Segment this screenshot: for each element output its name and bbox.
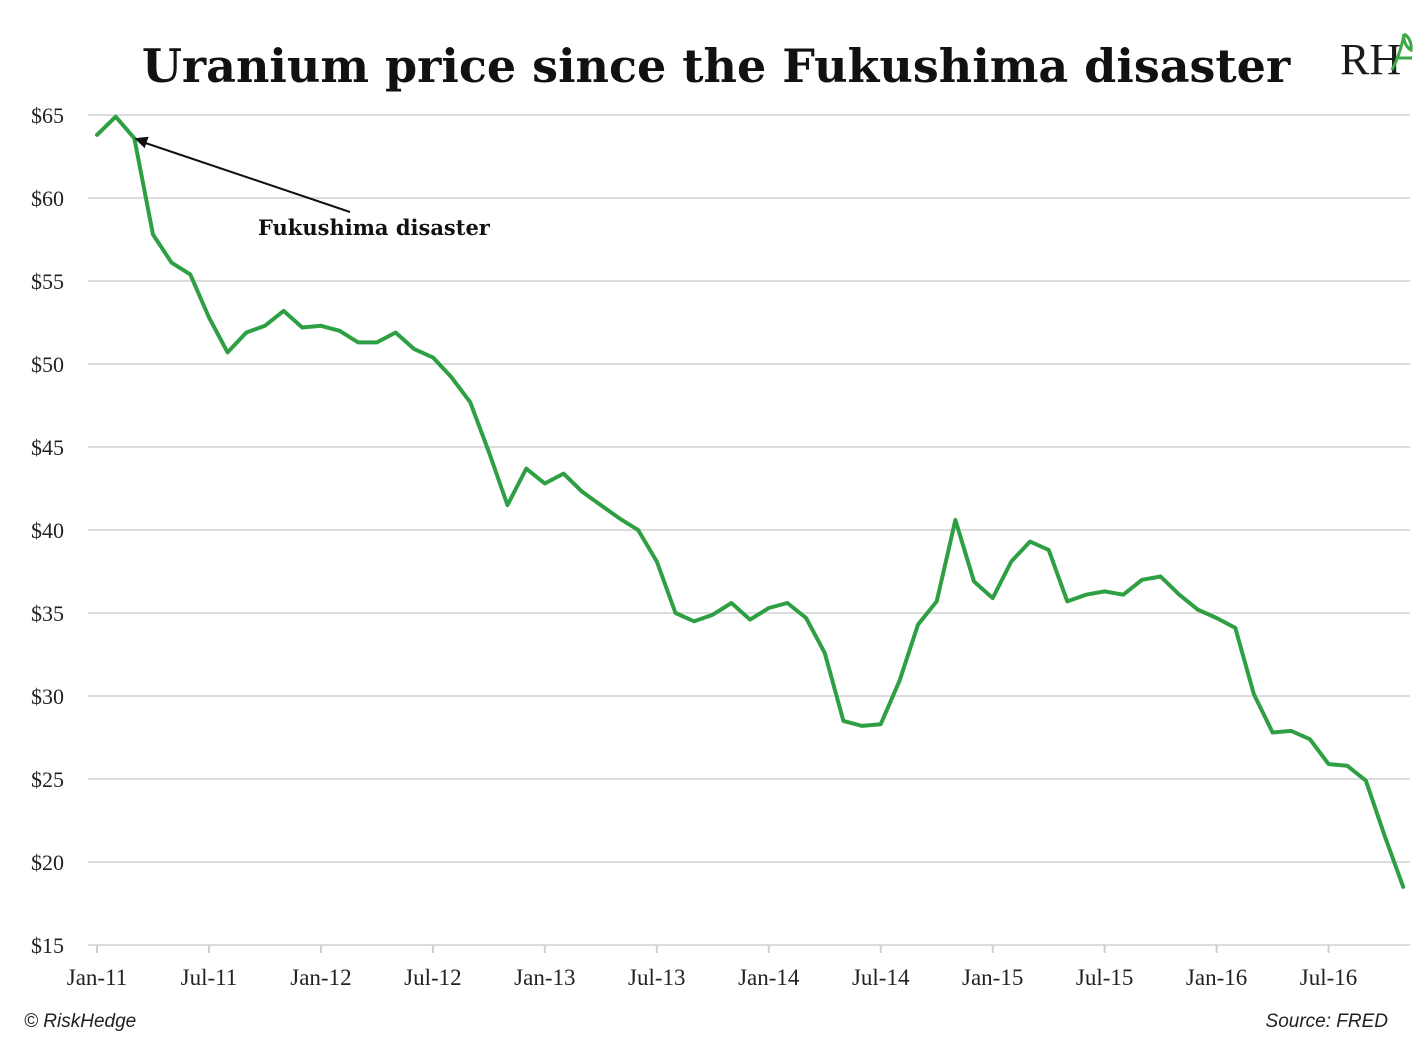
x-tick-label: Jul-13 xyxy=(628,965,686,990)
y-tick-label: $25 xyxy=(31,767,64,792)
annotation-label: Fukushima disaster xyxy=(258,215,491,240)
annotation-arrowhead-icon xyxy=(134,136,149,149)
x-tick-label: Jul-12 xyxy=(404,965,462,990)
chart-title: Uranium price since the Fukushima disast… xyxy=(142,39,1291,93)
series-line-uranium-price xyxy=(95,114,1406,889)
x-tick-label: Jan-13 xyxy=(514,965,575,990)
x-tick-label: Jan-12 xyxy=(290,965,351,990)
annotation-arrow xyxy=(140,140,351,213)
y-tick-label: $55 xyxy=(31,269,64,294)
y-tick-label: $35 xyxy=(31,601,64,626)
x-tick-label: Jan-16 xyxy=(1186,965,1247,990)
annotation-group: Fukushima disaster xyxy=(134,136,491,240)
y-tick-label: $65 xyxy=(31,103,64,128)
source-text: Source: FRED xyxy=(1266,1011,1389,1032)
copyright-text: © RiskHedge xyxy=(24,1011,136,1032)
x-tick-label: Jan-11 xyxy=(67,965,127,990)
logo-letters: RH xyxy=(1340,35,1401,84)
x-tick-label: Jul-11 xyxy=(181,965,238,990)
brand-logo: RH xyxy=(1340,32,1413,84)
y-tick-label: $45 xyxy=(31,435,64,460)
x-tick-label: Jul-16 xyxy=(1300,965,1358,990)
x-tick-label: Jan-14 xyxy=(738,965,800,990)
y-tick-label: $50 xyxy=(31,352,64,377)
x-axis-ticks: Jan-11 Jul-11 Jan-12 Jul-12 Jan-13 Jul-13 Jan-… xyxy=(67,945,1358,990)
y-tick-label: $20 xyxy=(31,850,64,875)
y-tick-label: $30 xyxy=(31,684,64,709)
x-tick-label: Jul-15 xyxy=(1076,965,1134,990)
logo-leaf-icon xyxy=(1390,32,1413,71)
y-tick-label: $60 xyxy=(31,186,64,211)
x-tick-label: Jan-15 xyxy=(962,965,1023,990)
y-tick-label: $40 xyxy=(31,518,64,543)
y-tick-label: $15 xyxy=(31,933,64,958)
x-tick-label: Jul-14 xyxy=(852,965,910,990)
y-axis-ticks: $15 $20 $25 $30 $35 $40 $45 $50 $55 $60 $65 xyxy=(31,103,64,958)
